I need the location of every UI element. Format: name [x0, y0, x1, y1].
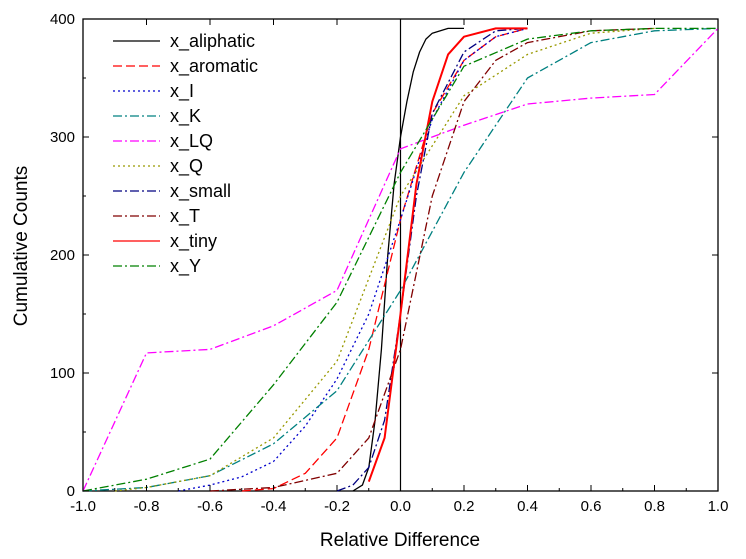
legend-item: x_LQ: [113, 131, 213, 152]
x-tick-label: 0.8: [644, 498, 665, 515]
legend-label: x_LQ: [170, 131, 213, 152]
x-tick-label: 0.2: [454, 498, 475, 515]
legend-label: x_K: [170, 106, 201, 127]
x-tick-label: 0.6: [581, 498, 602, 515]
legend-item: x_T: [113, 206, 200, 227]
legend-item: x_aliphatic: [113, 31, 255, 52]
legend-label: x_Y: [170, 256, 201, 277]
legend-item: x_aromatic: [113, 56, 258, 77]
legend-label: x_aromatic: [170, 56, 258, 77]
x-tick-label: 0.0: [390, 498, 411, 515]
x-axis-title: Relative Difference: [320, 530, 480, 551]
x-tick-label: 0.4: [517, 498, 538, 515]
legend-item: x_Y: [113, 256, 201, 277]
series-line-x-k: [82, 27, 719, 492]
legend-item: x_tiny: [113, 231, 217, 252]
x-tick-label: -0.6: [197, 498, 223, 515]
x-tick-label: -1.0: [70, 498, 96, 515]
x-tick-label: -0.4: [261, 498, 287, 515]
series-line-x-tiny: [367, 27, 528, 482]
series-line-x-aromatic: [241, 27, 528, 492]
legend-label: x_Q: [170, 156, 203, 177]
y-axis-title: Cumulative Counts: [11, 166, 32, 327]
series-lines: [82, 27, 719, 492]
y-tick-label: 0: [67, 483, 75, 500]
legend-label: x_tiny: [170, 231, 217, 252]
series-line-x-i: [178, 27, 528, 492]
legend-item: x_small: [113, 181, 231, 202]
x-tick-label: 1.0: [708, 498, 729, 515]
x-tick-label: -0.8: [134, 498, 160, 515]
y-tick-label: 200: [50, 247, 75, 264]
legend-item: x_Q: [113, 156, 203, 177]
legend-label: x_small: [170, 181, 231, 202]
legend-label: x_T: [170, 206, 200, 227]
series-line-x-t: [209, 27, 655, 492]
series-line-x-small: [336, 27, 528, 492]
series-line-x-y: [82, 27, 718, 492]
legend-item: x_K: [113, 106, 201, 127]
y-tick-label: 400: [50, 11, 75, 28]
axes: -1.0 -0.8 -0.6 -0.4 -0.2 0.0 0.2 0.4 0.6 0.8 1.0 0 1…: [50, 11, 728, 515]
series-line-x-aliphatic: [352, 27, 464, 492]
x-tick-label: -0.2: [324, 498, 350, 515]
legend-item: x_I: [113, 81, 194, 102]
legend-label: x_I: [170, 81, 194, 102]
y-tick-label: 300: [50, 129, 75, 146]
legend: x_aliphatic x_aromatic x_I x_K x_LQ x_Q x_smal…: [113, 31, 258, 277]
legend-label: x_aliphatic: [170, 31, 255, 52]
y-tick-label: 100: [50, 365, 75, 382]
series-line-x-lq: [82, 27, 719, 492]
